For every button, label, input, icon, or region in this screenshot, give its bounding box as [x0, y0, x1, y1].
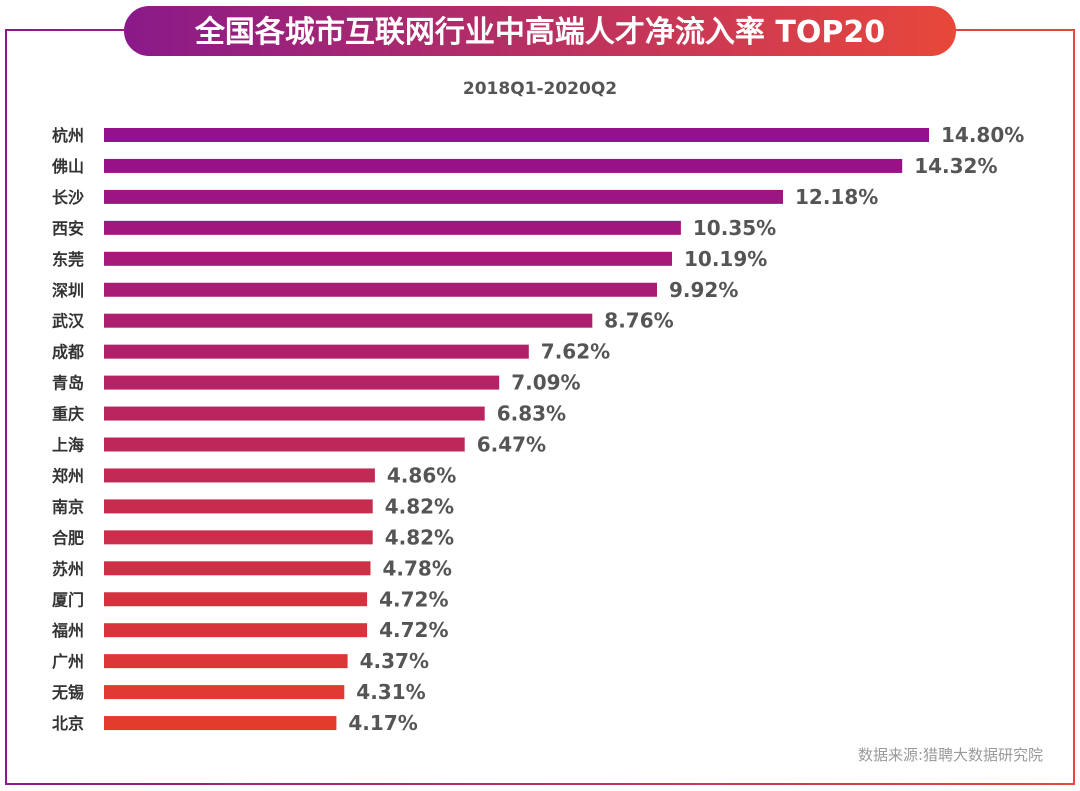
bar	[104, 251, 672, 266]
value-label: 4.82%	[385, 494, 454, 518]
value-label: 4.31%	[356, 680, 425, 704]
title-pill	[124, 6, 956, 56]
category-label: 长沙	[52, 188, 84, 207]
bar	[104, 592, 368, 607]
bar	[104, 128, 929, 142]
bar	[104, 716, 337, 731]
value-label: 6.47%	[477, 433, 546, 457]
category-label: 成都	[52, 343, 84, 362]
bar	[104, 344, 529, 359]
bar	[104, 158, 903, 173]
category-label: 重庆	[52, 405, 84, 424]
value-label: 6.83%	[497, 402, 566, 426]
bar	[104, 468, 375, 483]
category-label: 青岛	[52, 374, 84, 393]
chart-subtitle: 2018Q1-2020Q2	[463, 79, 617, 99]
value-label: 9.92%	[669, 278, 738, 302]
category-label: 武汉	[52, 312, 85, 331]
category-label: 苏州	[52, 559, 84, 578]
value-label: 4.86%	[387, 463, 456, 487]
value-label: 4.78%	[383, 556, 452, 580]
bar-series: 杭州 14.80% 佛山 14.32% 长沙 12.18% 西安 10.35% 东莞 10.19%…	[51, 123, 1024, 735]
bar	[104, 282, 657, 297]
bar	[104, 499, 373, 514]
bar	[104, 313, 593, 328]
value-label: 12.18%	[795, 185, 878, 209]
bar	[104, 220, 681, 235]
value-label: 14.32%	[914, 154, 997, 178]
category-label: 北京	[52, 714, 84, 733]
bar	[104, 654, 348, 669]
bar	[104, 375, 500, 390]
category-label: 南京	[52, 497, 84, 516]
value-label: 4.82%	[385, 525, 454, 549]
chart-title: 全国各城市互联网行业中高端人才净流入率 TOP20	[194, 15, 885, 50]
bar	[104, 189, 783, 204]
category-label: 广州	[52, 652, 84, 671]
category-label: 东莞	[52, 250, 84, 269]
value-label: 7.09%	[511, 371, 580, 395]
value-label: 14.80%	[941, 123, 1024, 147]
category-label: 西安	[52, 219, 84, 238]
category-label: 合肥	[52, 528, 84, 547]
bar	[104, 437, 465, 452]
category-label: 杭州	[52, 126, 84, 145]
bar	[104, 406, 485, 421]
source-note: 数据来源:猎聘大数据研究院	[858, 746, 1043, 764]
category-label: 福州	[51, 621, 84, 640]
value-label: 4.72%	[379, 587, 448, 611]
category-label: 上海	[52, 436, 84, 455]
value-label: 4.17%	[348, 711, 417, 735]
category-label: 郑州	[52, 466, 84, 485]
value-label: 4.72%	[379, 618, 448, 642]
bar	[104, 530, 373, 545]
category-label: 深圳	[52, 281, 84, 300]
bar	[104, 561, 371, 576]
value-label: 10.19%	[684, 247, 767, 271]
value-label: 10.35%	[693, 216, 776, 240]
category-label: 厦门	[52, 590, 84, 609]
title-banner: 全国各城市互联网行业中高端人才净流入率 TOP20	[124, 6, 956, 56]
bar	[104, 685, 345, 700]
bar	[104, 623, 368, 638]
category-label: 无锡	[51, 683, 84, 702]
value-label: 8.76%	[604, 309, 673, 333]
value-label: 7.62%	[541, 340, 610, 364]
category-label: 佛山	[51, 157, 84, 176]
value-label: 4.37%	[360, 649, 429, 673]
